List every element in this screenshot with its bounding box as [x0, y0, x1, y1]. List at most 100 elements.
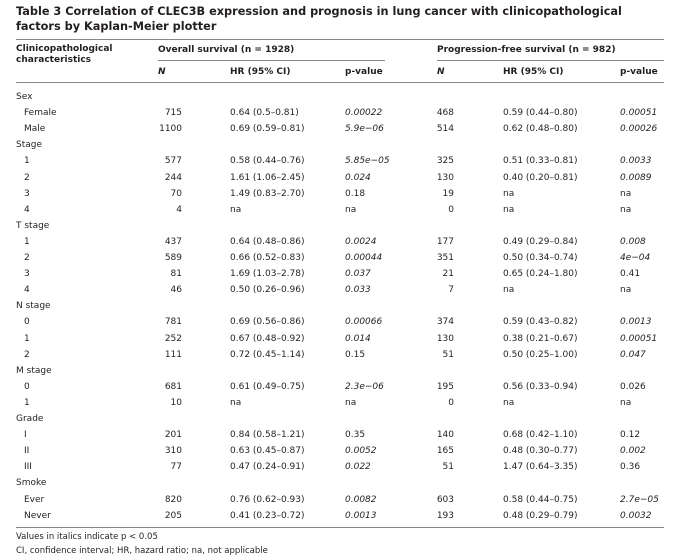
- row-label: 1: [24, 236, 30, 247]
- hr-cell: 0.65 (0.24–1.80): [503, 269, 578, 280]
- n-cell: 252: [164, 333, 182, 344]
- hr-cell: 0.56 (0.33–0.94): [503, 381, 578, 392]
- table-title: Table 3 Correlation of CLEC3B expression…: [16, 5, 622, 33]
- row-label: Female: [24, 108, 57, 119]
- hr-cell: 0.72 (0.45–1.14): [230, 349, 305, 360]
- group-label: Sex: [16, 92, 33, 102]
- n-cell: 19: [442, 188, 454, 199]
- hr-cell: 1.61 (1.06–2.45): [230, 172, 305, 183]
- n-cell: 51: [442, 462, 454, 473]
- col-header: p-value: [620, 67, 658, 77]
- row-label: 3: [24, 269, 30, 280]
- hr-cell: 0.84 (0.58–1.21): [230, 430, 305, 441]
- hr-cell: na: [230, 204, 242, 215]
- p-cell: 0.00044: [345, 253, 383, 263]
- col-header: HR (95% CI): [230, 67, 291, 77]
- n-cell: 589: [164, 253, 182, 263]
- p-cell: 0.033: [345, 285, 371, 296]
- n-cell: 715: [164, 108, 182, 119]
- hr-cell: na: [230, 397, 242, 408]
- header-rule: [16, 82, 664, 83]
- n-cell: 0: [448, 204, 454, 215]
- hr-cell: 0.41 (0.23–0.72): [230, 510, 305, 521]
- group-label: Smoke: [16, 478, 47, 489]
- row-label: I: [24, 430, 27, 441]
- p-cell: 0.18: [345, 188, 366, 199]
- hr-cell: 0.66 (0.52–0.83): [230, 253, 305, 263]
- n-cell: 51: [442, 349, 454, 360]
- hr-cell: 0.64 (0.48–0.86): [230, 236, 305, 247]
- n-cell: 195: [436, 381, 454, 392]
- p-cell: 0.0024: [345, 236, 377, 247]
- p-cell: 0.024: [345, 172, 371, 183]
- hr-cell: 1.47 (0.64–3.35): [503, 462, 578, 473]
- row-label: 3: [24, 188, 30, 199]
- hr-cell: 0.58 (0.44–0.76): [230, 156, 305, 167]
- hr-cell: na: [503, 397, 515, 408]
- hr-cell: 1.49 (0.83–2.70): [230, 188, 305, 199]
- hr-cell: 0.48 (0.30–0.77): [503, 446, 578, 457]
- p-cell: 0.00026: [620, 124, 658, 135]
- hr-cell: 0.47 (0.24–0.91): [230, 462, 305, 473]
- n-cell: 177: [436, 236, 454, 247]
- hr-cell: 0.68 (0.42–1.10): [503, 430, 578, 441]
- group-rule: [158, 60, 385, 61]
- p-cell: na: [345, 204, 357, 215]
- p-cell: 0.0013: [345, 510, 377, 521]
- p-cell: 0.047: [620, 349, 646, 360]
- p-cell: 5.85e−05: [345, 156, 390, 167]
- row-label: 0: [24, 381, 30, 392]
- group-header: Progression-free survival (n = 982): [437, 45, 616, 55]
- hr-cell: 0.63 (0.45–0.87): [230, 446, 305, 457]
- n-cell: 514: [436, 124, 454, 135]
- n-cell: 310: [164, 446, 182, 457]
- row-label: III: [24, 462, 32, 473]
- n-cell: 468: [436, 108, 454, 119]
- p-cell: 0.12: [620, 430, 641, 441]
- row-label: 2: [24, 253, 30, 263]
- group-label: T stage: [16, 220, 50, 231]
- n-cell: 577: [164, 156, 182, 167]
- group-label: Stage: [16, 140, 43, 151]
- n-cell: 7: [448, 285, 454, 296]
- n-cell: 1100: [159, 124, 182, 135]
- col-header: Clinicopathological characteristics: [16, 44, 113, 65]
- p-cell: 0.0082: [345, 494, 377, 505]
- p-cell: 2.3e−06: [345, 381, 384, 392]
- hr-cell: 0.49 (0.29–0.84): [503, 236, 578, 247]
- row-label: 2: [24, 172, 30, 183]
- hr-cell: 1.69 (1.03–2.78): [230, 269, 305, 280]
- row-label: Ever: [24, 494, 45, 505]
- n-cell: 81: [170, 269, 182, 280]
- hr-cell: 0.67 (0.48–0.92): [230, 333, 305, 344]
- n-cell: 603: [436, 494, 454, 505]
- hr-cell: na: [503, 285, 515, 296]
- p-cell: 0.0089: [620, 172, 652, 183]
- note: CI, confidence interval; HR, hazard rati…: [16, 546, 268, 556]
- hr-cell: 0.40 (0.20–0.81): [503, 172, 578, 183]
- n-cell: 193: [436, 510, 454, 521]
- hr-cell: 0.61 (0.49–0.75): [230, 381, 305, 392]
- p-cell: 2.7e−05: [620, 494, 659, 505]
- n-cell: 140: [436, 430, 454, 441]
- p-cell: na: [620, 204, 632, 215]
- n-cell: 205: [164, 510, 182, 521]
- p-cell: 0.00022: [345, 108, 383, 119]
- p-cell: 4e−04: [620, 253, 651, 263]
- n-cell: 351: [436, 253, 454, 263]
- hr-cell: 0.38 (0.21–0.67): [503, 333, 578, 344]
- n-cell: 820: [164, 494, 182, 505]
- n-cell: 781: [164, 317, 182, 328]
- n-cell: 77: [170, 462, 182, 473]
- n-cell: 130: [436, 333, 454, 344]
- row-label: 1: [24, 156, 30, 167]
- hr-cell: 0.58 (0.44–0.75): [503, 494, 578, 505]
- col-header: HR (95% CI): [503, 67, 564, 77]
- n-cell: 0: [448, 397, 454, 408]
- p-cell: 0.026: [620, 381, 646, 392]
- hr-cell: 0.50 (0.34–0.74): [503, 253, 578, 263]
- hr-cell: 0.69 (0.59–0.81): [230, 124, 305, 135]
- hr-cell: 0.50 (0.25–1.00): [503, 349, 578, 360]
- n-cell: 10: [170, 397, 182, 408]
- row-label: 4: [24, 204, 30, 215]
